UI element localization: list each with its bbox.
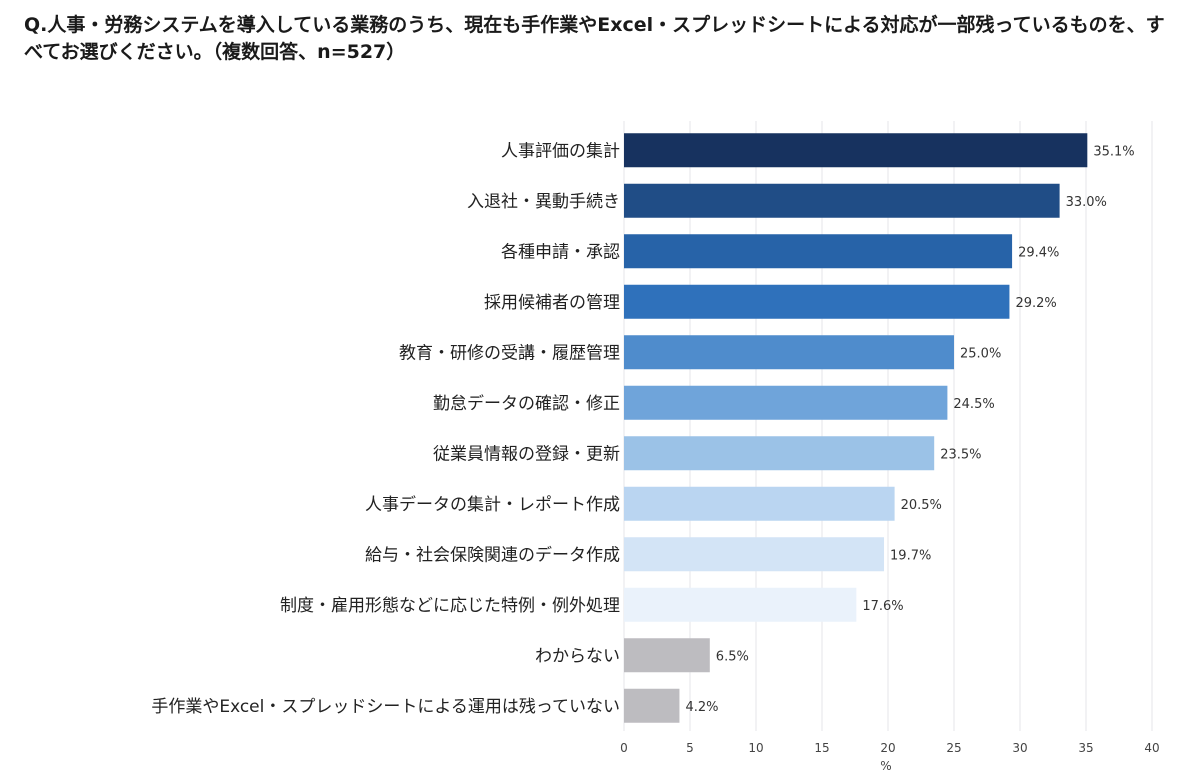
x-tick-label: 20 — [880, 741, 895, 755]
category-label: 給与・社会保険関連のデータ作成 — [365, 544, 620, 565]
bar — [624, 537, 885, 572]
bar — [624, 688, 680, 723]
bar — [624, 587, 857, 622]
bar — [624, 234, 1013, 269]
value-label: 23.5% — [940, 447, 981, 462]
chart-title: Q.人事・労務システムを導入している業務のうち、現在も手作業やExcel・スプレ… — [24, 14, 1165, 63]
value-label: 29.4% — [1018, 245, 1059, 260]
value-label: 20.5% — [901, 498, 942, 513]
gridlines — [623, 121, 1153, 731]
category-label: 各種申請・承認 — [501, 242, 620, 262]
category-label: 人事データの集計・レポート作成 — [365, 494, 620, 515]
category-label: 教育・研修の受講・履歴管理 — [399, 343, 620, 363]
value-label: 24.5% — [953, 397, 994, 412]
category-label: 採用候補者の管理 — [484, 293, 620, 313]
x-tick-label: 35 — [1078, 741, 1093, 755]
bar — [624, 284, 1010, 319]
x-tick-label: 0 — [620, 741, 628, 755]
x-tick-label: 30 — [1012, 741, 1027, 755]
value-label: 4.2% — [685, 700, 718, 715]
bar — [624, 335, 954, 370]
bars — [624, 133, 1088, 723]
x-tick-label: 25 — [946, 741, 961, 755]
x-tick-label: 40 — [1144, 741, 1159, 755]
bar — [624, 638, 710, 673]
bar — [624, 183, 1060, 218]
bar — [624, 486, 895, 521]
value-label: 35.1% — [1093, 144, 1134, 159]
x-axis-title: % — [880, 759, 891, 773]
category-label: 勤怠データの確認・修正 — [433, 393, 620, 414]
x-tick-label: 10 — [748, 741, 763, 755]
bar — [624, 133, 1088, 168]
category-label: 制度・雇用形態などに応じた特例・例外処理 — [280, 596, 620, 616]
category-label: わからない — [535, 646, 620, 666]
x-axis-ticks: 0 5 10 15 20 25 30 35 40 — [620, 741, 1159, 755]
x-tick-label: 5 — [686, 741, 694, 755]
bar — [624, 385, 948, 420]
value-label: 29.2% — [1015, 296, 1056, 311]
category-label: 人事評価の集計 — [501, 141, 620, 161]
value-labels: 35.1% 33.0% 29.4% 29.2% 25.0% 24.5% 23.5% 20.5%… — [685, 144, 1134, 715]
category-label: 入退社・異動手続き — [467, 192, 620, 212]
value-label: 25.0% — [960, 346, 1001, 361]
value-label: 19.7% — [890, 548, 931, 563]
bar — [624, 436, 935, 471]
value-label: 6.5% — [716, 649, 749, 664]
category-labels: 人事評価の集計入退社・異動手続き各種申請・承認採用候補者の管理教育・研修の受講・… — [151, 141, 620, 717]
category-label: 従業員情報の登録・更新 — [433, 444, 620, 464]
category-label: 手作業やExcel・スプレッドシートによる運用は残っていない — [151, 697, 620, 717]
x-tick-label: 15 — [814, 741, 829, 755]
value-label: 33.0% — [1066, 195, 1107, 210]
value-label: 17.6% — [862, 599, 903, 614]
